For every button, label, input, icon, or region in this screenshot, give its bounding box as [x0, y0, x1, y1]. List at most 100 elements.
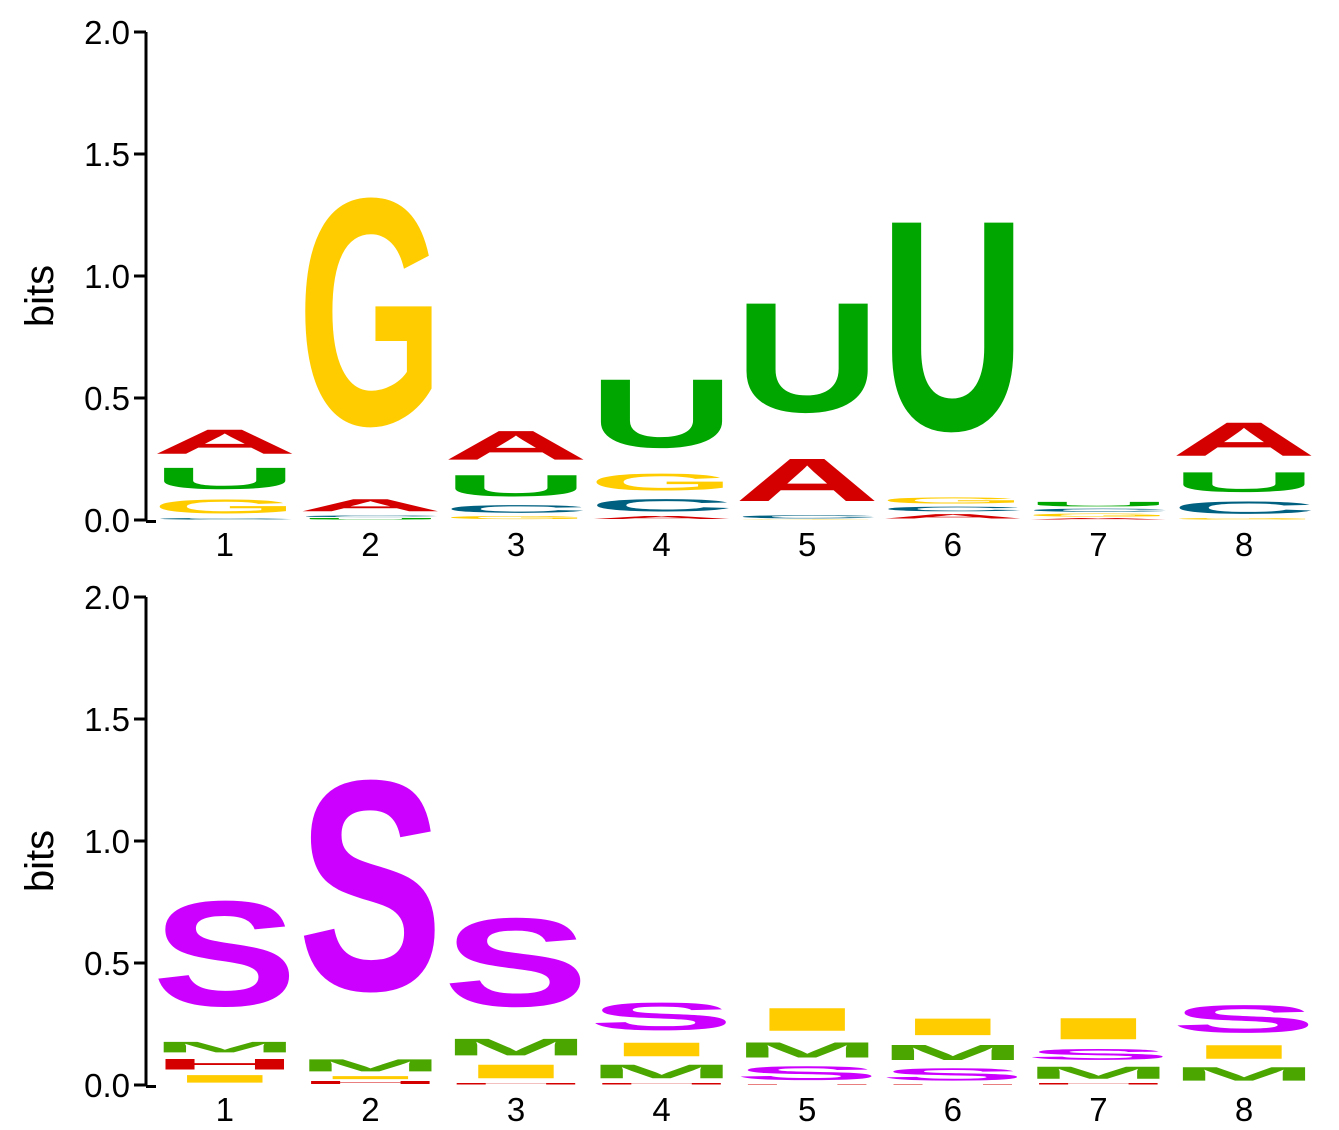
logo-letter: M — [734, 1038, 880, 1062]
position-label: 1 — [216, 1091, 234, 1128]
logo-letter: U — [152, 461, 298, 495]
y-tick-label: 2.0 — [84, 579, 130, 616]
position-label: 6 — [944, 526, 962, 563]
logo-letter: U — [443, 468, 589, 502]
logo-letter: M — [1026, 1063, 1172, 1082]
logo-letter: G — [1171, 518, 1317, 520]
logo-letter: G — [589, 469, 735, 496]
logo-letter: H — [1026, 1083, 1172, 1085]
position-label: 4 — [652, 526, 670, 563]
logo-letter: I — [152, 1073, 298, 1085]
logo-letter: I — [1026, 1012, 1172, 1046]
logo-letter: C — [880, 505, 1026, 512]
logo-letter: S — [734, 1062, 880, 1084]
position-label: 8 — [1235, 1091, 1253, 1128]
logo-letter: U — [298, 518, 444, 520]
logo-letter: S — [443, 892, 589, 1033]
logo-letter: G — [880, 496, 1026, 506]
y-tick-label: 1.0 — [84, 823, 130, 860]
position-label: 3 — [507, 526, 525, 563]
logo-letter: I — [589, 1039, 735, 1061]
logo-letter: I — [443, 1060, 589, 1082]
logo-letter: S — [298, 717, 444, 1053]
logo-letter: S — [1171, 997, 1317, 1041]
y-tick-label: 0.0 — [84, 1067, 130, 1104]
logo-letter: U — [589, 358, 735, 468]
logo-letter: I — [880, 1013, 1026, 1040]
logo-letter: G — [443, 515, 589, 520]
logo-letter: C — [298, 515, 444, 517]
y-tick-label: 0.0 — [84, 502, 130, 539]
logo-letter: A — [589, 515, 735, 520]
logo-letter: M — [589, 1061, 735, 1083]
logo-letter: U — [880, 158, 1026, 494]
logo-letter: A — [298, 496, 444, 515]
logo-letter: I — [298, 1075, 444, 1080]
position-label: 2 — [361, 1091, 379, 1128]
position-label: 5 — [798, 526, 816, 563]
y-axis-title: bits — [18, 265, 62, 327]
logo-letter: S — [880, 1065, 1026, 1084]
logo-letter: G — [734, 519, 880, 520]
logo-letter: S — [152, 869, 298, 1037]
logo-letter: A — [443, 422, 589, 468]
logo-letter: I — [734, 1001, 880, 1038]
logo-letter: U — [734, 270, 880, 445]
y-tick-label: 1.0 — [84, 258, 130, 295]
logo-letter: M — [880, 1040, 1026, 1064]
logo-letter: S — [589, 995, 735, 1039]
logo-letter: M — [298, 1056, 444, 1075]
position-label: 8 — [1235, 526, 1253, 563]
position-label: 6 — [944, 1091, 962, 1128]
logo-letter: G — [1026, 513, 1172, 518]
logo-letter: A — [1026, 518, 1172, 520]
logo-letter: A — [880, 513, 1026, 520]
logo-column: MIS — [1171, 997, 1317, 1085]
logo-letter: A — [734, 446, 880, 514]
y-tick-label: 1.5 — [84, 701, 130, 738]
y-tick-label: 2.0 — [84, 14, 130, 51]
logo-letter: H — [880, 1084, 1026, 1085]
y-tick-label: 0.5 — [84, 945, 130, 982]
logo-letter: G — [298, 131, 444, 494]
logo-letter: C — [589, 496, 735, 515]
y-tick-label: 1.5 — [84, 136, 130, 173]
logo-letter: H — [152, 1056, 298, 1073]
position-label: 2 — [361, 526, 379, 563]
logo-letter: S — [1026, 1046, 1172, 1063]
logo-letter: C — [734, 514, 880, 519]
logo-letter: H — [589, 1083, 735, 1085]
y-axis-title: bits — [18, 830, 62, 892]
position-label: 7 — [1089, 1091, 1107, 1128]
logo-letter: M — [152, 1039, 298, 1056]
logo-letter: M — [443, 1034, 589, 1061]
logo-letter: A — [1171, 413, 1317, 467]
logo-letter: H — [734, 1084, 880, 1085]
logo-letter: M — [1171, 1063, 1317, 1085]
logo-letter: C — [1171, 498, 1317, 517]
position-label: 7 — [1089, 526, 1107, 563]
logo-letter: C — [152, 518, 298, 520]
logo-letter: I — [1171, 1041, 1317, 1063]
position-label: 3 — [507, 1091, 525, 1128]
logo-letter: C — [443, 503, 589, 515]
logo-letter: A — [152, 422, 298, 461]
position-label: 1 — [216, 526, 234, 563]
logo-letter: U — [1171, 466, 1317, 498]
